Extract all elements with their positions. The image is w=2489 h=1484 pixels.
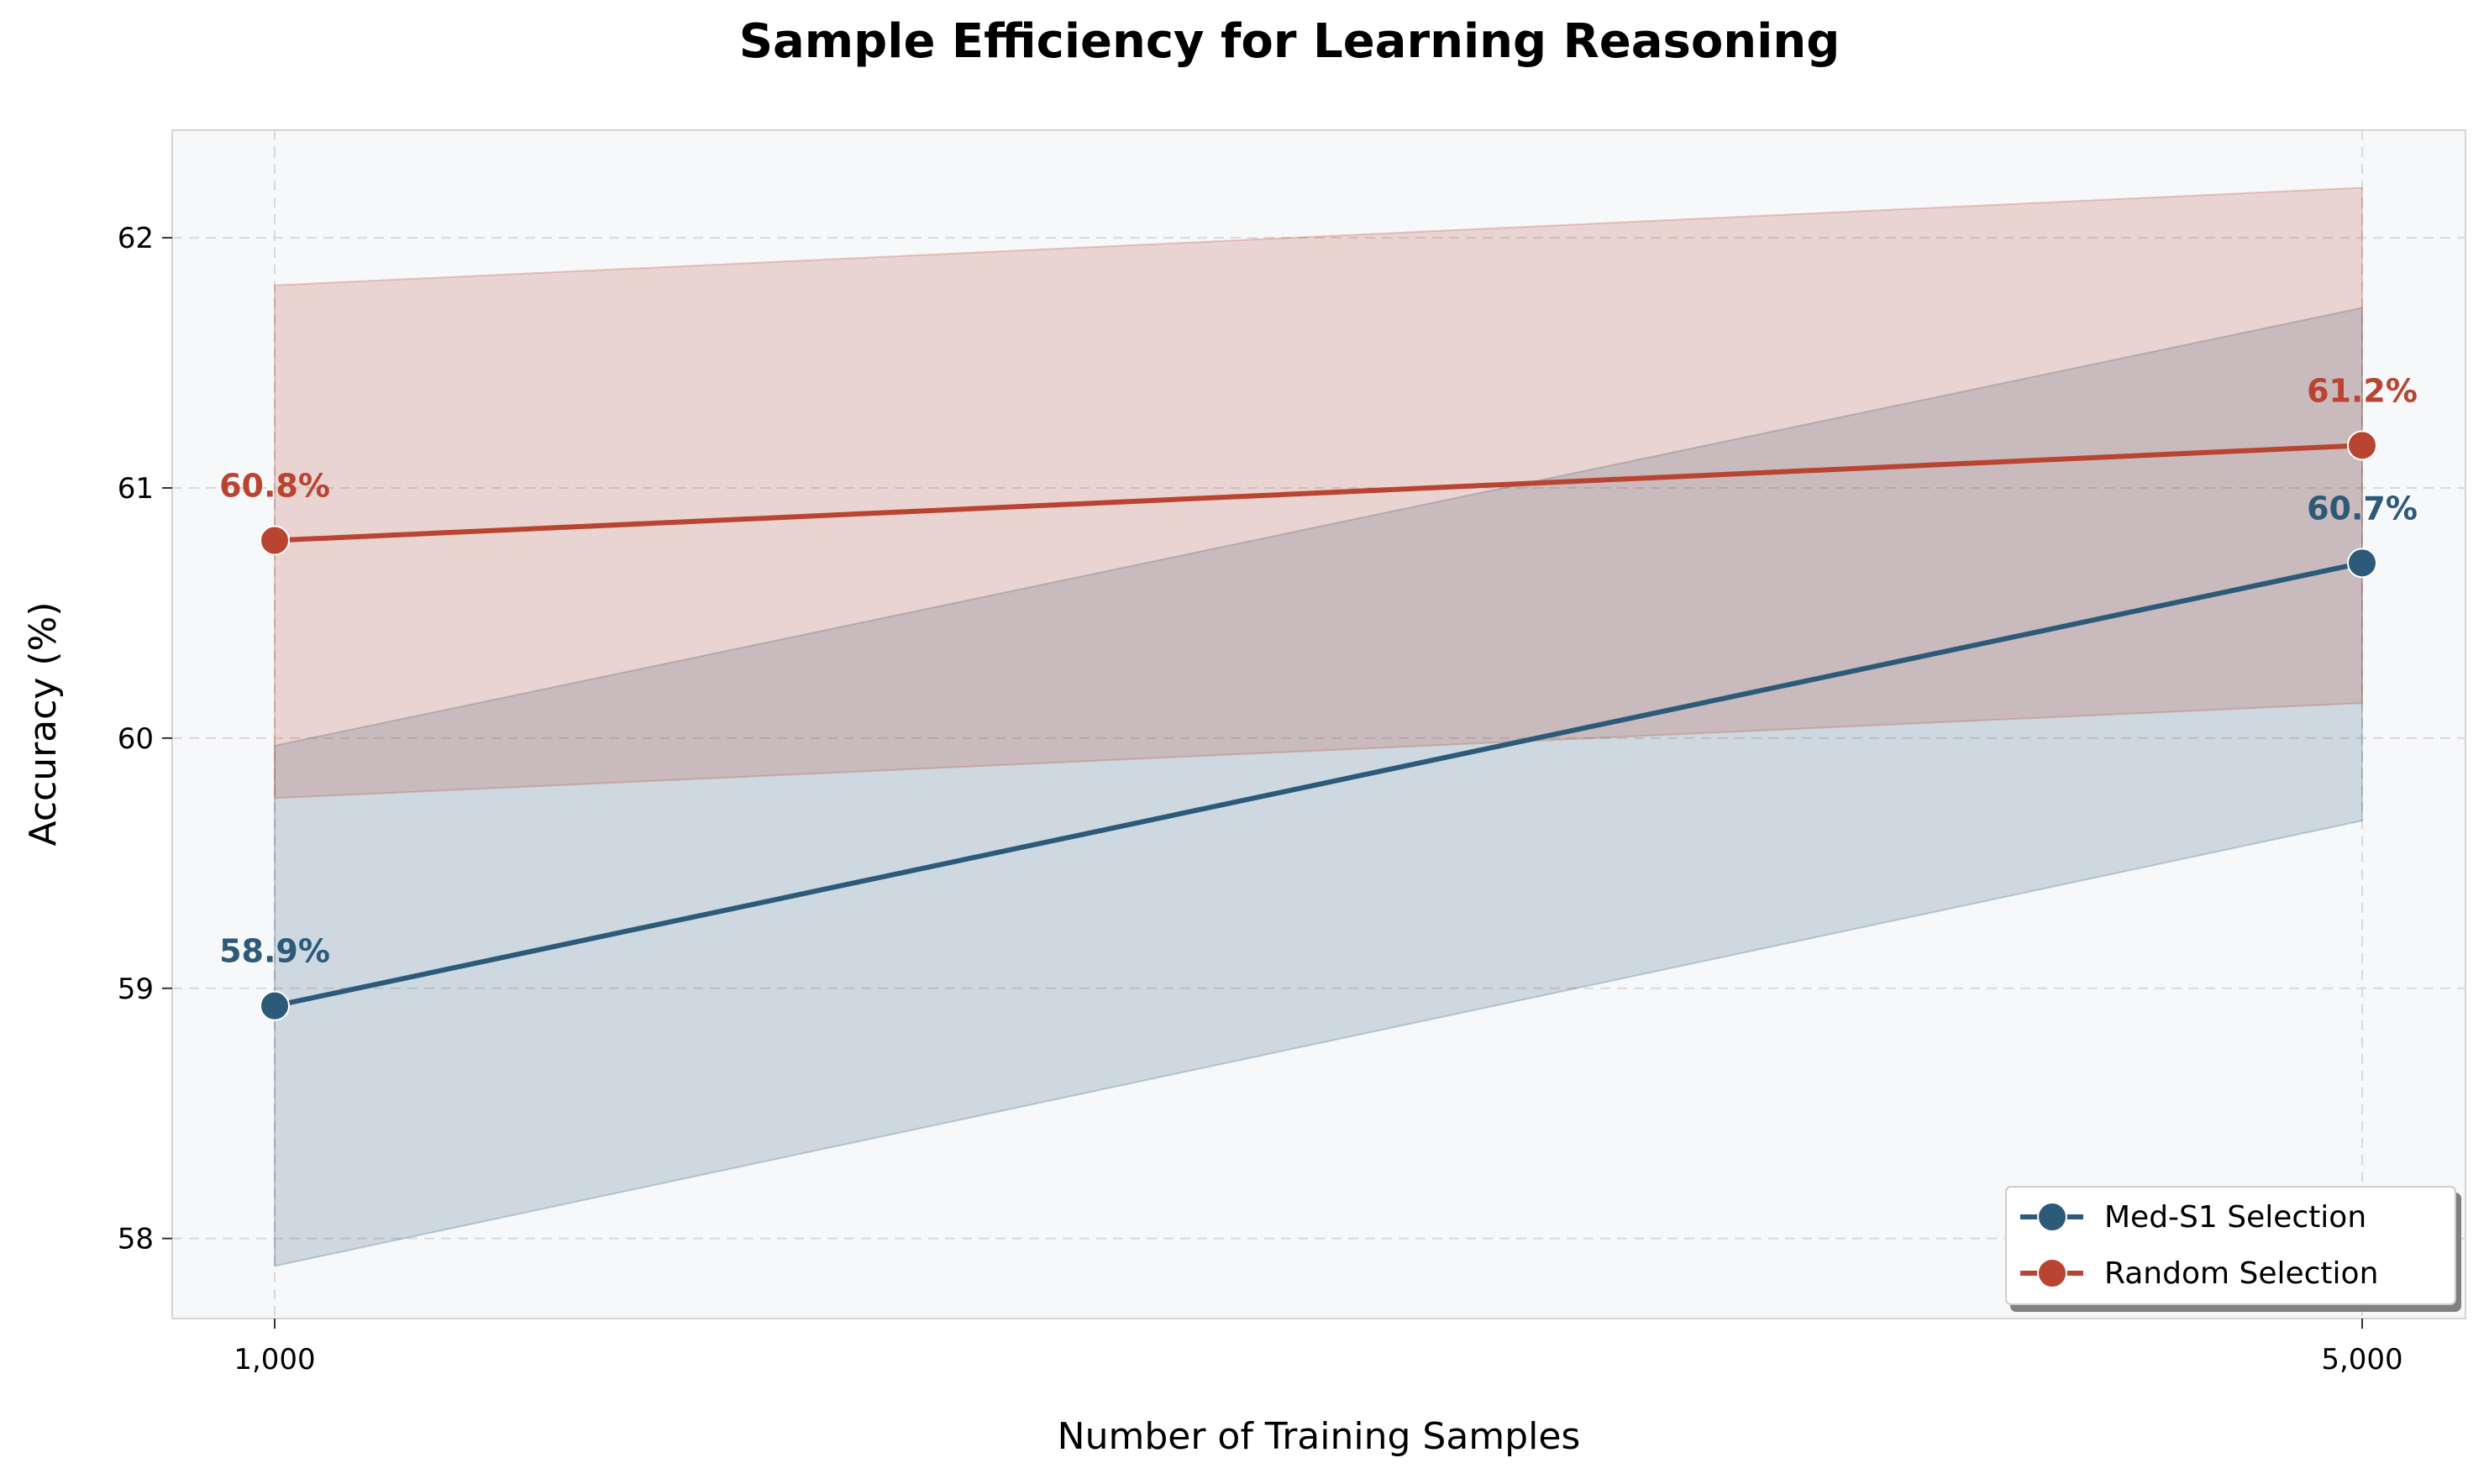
y-tick-label: 58: [118, 1223, 154, 1256]
x-tick-label: 1,000: [234, 1343, 315, 1377]
data-label: 60.8%: [219, 468, 330, 505]
data-point: [2347, 430, 2377, 461]
y-tick-label: 59: [118, 973, 154, 1006]
y-tick-label: 60: [118, 722, 154, 756]
legend-entries: Med-S1 Selection Random Selection: [2020, 1200, 2378, 1291]
data-point: [2347, 548, 2377, 579]
series-line-1: [274, 560, 2363, 1009]
data-label: 60.7%: [2307, 490, 2418, 527]
series-lines: [274, 443, 2363, 1009]
x-axis-label: Number of Training Samples: [1058, 1415, 1581, 1458]
legend-marker-swatch: [2037, 1202, 2067, 1232]
data-point: [260, 525, 290, 556]
y-axis-label: Accuracy (%): [22, 601, 65, 846]
x-axis-ticks: 1,000 5,000: [234, 1319, 2403, 1377]
y-axis-ticks: 58 59 60 61 62: [118, 222, 172, 1256]
legend-marker-swatch: [2037, 1258, 2067, 1288]
series-line-2: [274, 443, 2363, 543]
data-label: 61.2%: [2307, 372, 2418, 409]
legend: Med-S1 Selection Random Selection: [2005, 1186, 2456, 1305]
series-markers: [260, 430, 2377, 1021]
plot-area: [171, 129, 2466, 1319]
data-point: [260, 990, 290, 1021]
legend-label: Random Selection: [2104, 1256, 2378, 1291]
legend-label: Med-S1 Selection: [2104, 1200, 2366, 1235]
y-tick-label: 61: [118, 472, 154, 506]
chart-title: Sample Efficiency for Learning Reasoning: [739, 14, 1840, 69]
data-labels: 58.9% 60.7% 60.8% 61.2%: [219, 372, 2418, 969]
legend-box: [2005, 1186, 2456, 1305]
y-tick-label: 62: [118, 222, 154, 255]
x-tick-label: 5,000: [2321, 1343, 2402, 1377]
grid-lines: [172, 130, 2465, 1319]
data-label: 58.9%: [219, 933, 330, 970]
